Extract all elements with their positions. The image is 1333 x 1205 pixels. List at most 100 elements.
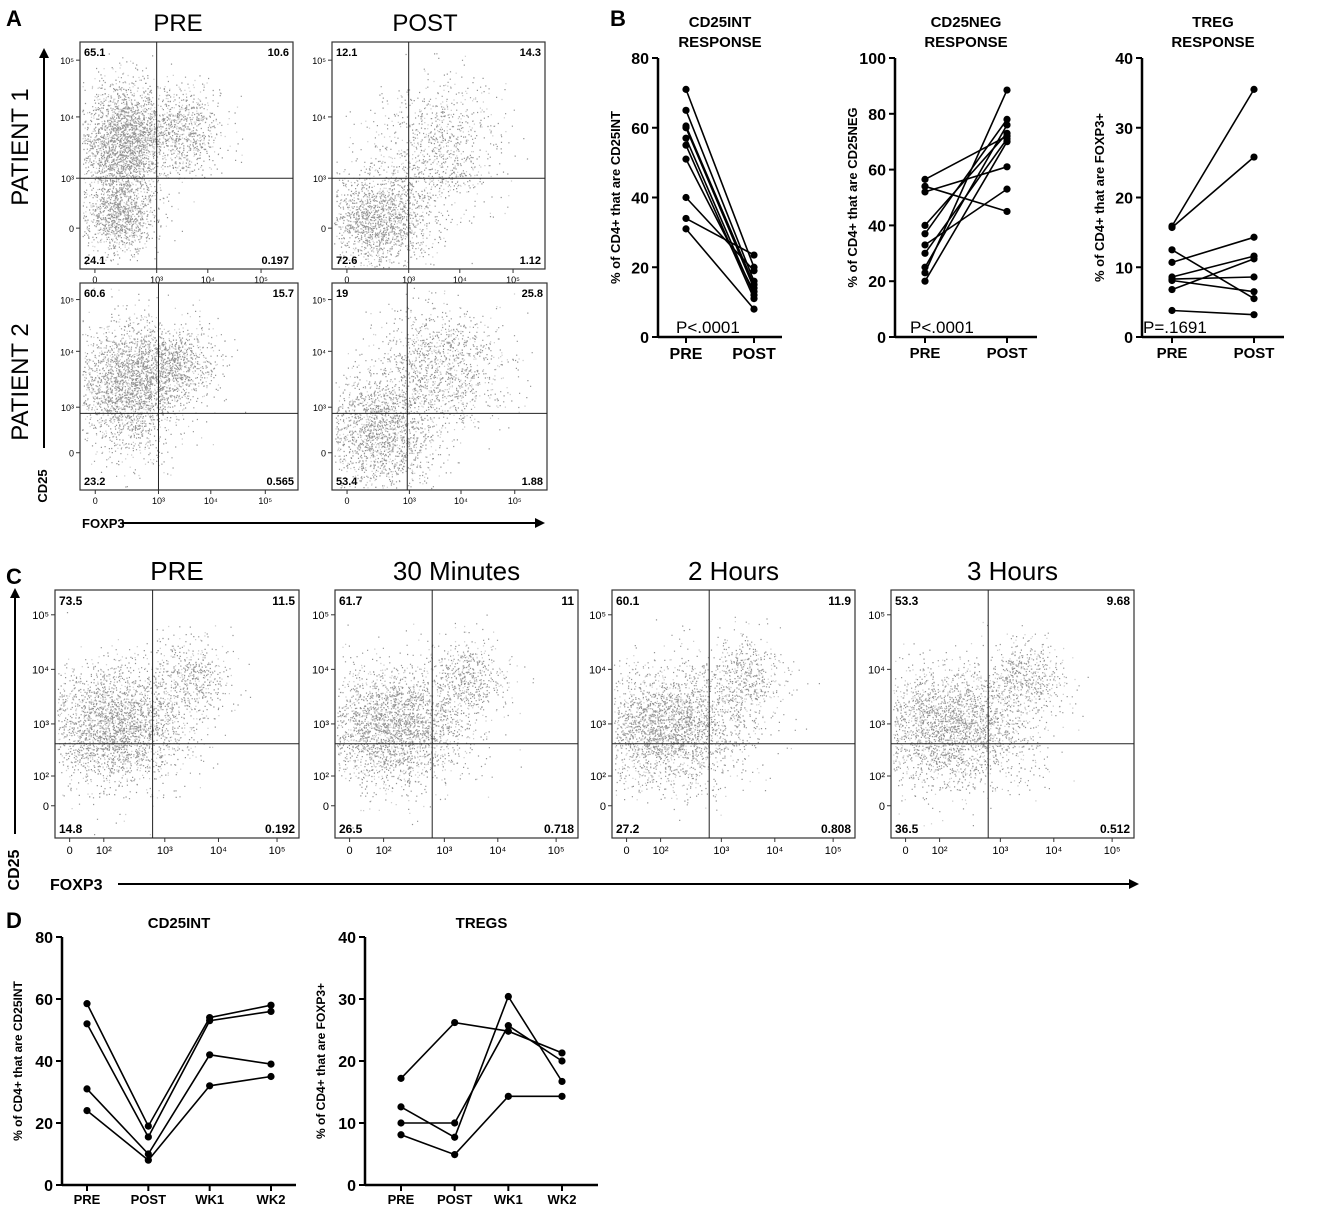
chart-4-category-label: POST	[437, 1192, 472, 1205]
chart-2-data-point	[1168, 285, 1176, 294]
a-plot-0-y-tick-label: 10⁴	[60, 113, 74, 123]
chart-1-p-value: P<.0001	[910, 318, 974, 337]
chart-4-category-label: WK1	[494, 1192, 523, 1205]
chart-4-data-point	[558, 1049, 566, 1057]
chart-2-data-point	[1168, 246, 1176, 254]
c-plot-3-y-tick-label: 10²	[869, 771, 885, 783]
chart-2-series-line	[1171, 255, 1255, 278]
chart-2-series-line	[1171, 88, 1255, 227]
chart-1-title-line: RESPONSE	[924, 34, 1007, 51]
c-plot-3-x-tick-label: 10³	[992, 845, 1008, 857]
a-plot-1-quadrant-ul: 12.1	[336, 47, 357, 59]
a-plot-0-y-tick-label: 10³	[61, 174, 74, 184]
c-plot-0-y-tick-label: 0	[43, 801, 49, 813]
a-plot-3-y-tick-label: 10³	[313, 403, 326, 413]
chart-3-title-line: CD25INT	[148, 915, 211, 932]
chart-0-title-line: CD25INT	[689, 14, 752, 31]
c-plot-2-x-tick-label: 0	[624, 845, 630, 857]
chart-4-data-point	[558, 1077, 566, 1086]
chart-3-data-point	[83, 1020, 91, 1028]
chart-2-series-line	[1171, 156, 1255, 229]
chart-2-data-point	[1250, 233, 1258, 241]
chart-4-y-tick-label: 20	[338, 1054, 356, 1071]
a-plot-2-x-tick-label: 10⁵	[258, 496, 272, 506]
c-plot-title: 3 Hours	[967, 556, 1058, 586]
chart-0-data-point	[750, 288, 758, 296]
chart-3-y-tick-label: 20	[35, 1116, 53, 1133]
c-plot-3-y-tick-label: 10⁵	[868, 610, 885, 622]
panel-label-c: C	[6, 564, 22, 589]
a-plot-0-x-tick-label: 0	[92, 275, 97, 285]
a-plot-2-y-tick-label: 10³	[61, 403, 74, 413]
a-plot-0-quadrant-lr: 0.197	[261, 255, 289, 267]
a-x-axis-label: FOXP3	[82, 516, 125, 531]
chart-0-y-tick-label: 0	[640, 330, 649, 347]
chart-4-data-point	[451, 1133, 459, 1141]
chart-2-data-point	[1168, 276, 1176, 285]
c-plot-3-quadrant-lr: 0.512	[1100, 822, 1130, 836]
c-plot-1-y-tick-label: 10²	[313, 771, 329, 783]
chart-3-data-point	[144, 1133, 152, 1141]
a-plot-0-y-tick-label: 10⁵	[60, 56, 74, 66]
chart-3-data-point	[144, 1156, 152, 1164]
a-plot-2-y-tick-label: 0	[69, 449, 74, 459]
c-plot-1-y-tick-label: 10⁵	[312, 610, 329, 622]
c-plot-2-x-tick-label: 10²	[653, 845, 669, 857]
chart-1-data-point	[921, 277, 929, 285]
chart-0-series-line	[685, 217, 755, 256]
chart-3-y-tick-label: 0	[44, 1178, 53, 1195]
chart-4-category-label: WK2	[548, 1192, 577, 1205]
chart-1-y-tick-label: 60	[868, 163, 886, 180]
a-plot-0-x-tick-label: 10³	[150, 275, 163, 285]
a-plot-3-quadrant-ll: 53.4	[336, 476, 358, 488]
chart-2-data-point	[1168, 223, 1176, 232]
chart-0-data-point	[750, 295, 758, 303]
c-plot-3-x-tick-label: 0	[903, 845, 909, 857]
chart-4-data-point	[397, 1131, 405, 1139]
chart-1-data-point	[1003, 163, 1011, 171]
c-plot-3-y-tick-label: 10⁴	[868, 664, 885, 676]
a-plot-1-y-tick-label: 10⁵	[312, 56, 326, 66]
chart-4-data-point	[451, 1151, 459, 1159]
chart-1-data-point	[921, 175, 929, 183]
chart-1-y-tick-label: 100	[859, 51, 886, 68]
a-plot-0-y-tick-label: 0	[69, 224, 74, 234]
chart-3-data-point	[83, 1107, 91, 1115]
panel-label-b: B	[610, 6, 626, 31]
c-plot-0-quadrant-ur: 11.5	[272, 594, 295, 608]
chart-2: TREG RESPONSE 0 10 20 30 40 PRE POST % of CD4+ th…	[1092, 14, 1284, 362]
chart-1-data-point	[1003, 121, 1011, 129]
chart-2-data-point	[1250, 153, 1258, 161]
a-plot-2-density-dots	[82, 287, 247, 488]
chart-2-title-line: TREG	[1192, 14, 1234, 31]
chart-4-series-line	[400, 1021, 563, 1079]
chart-3-data-point	[206, 1017, 214, 1025]
chart-1-data-point	[921, 249, 929, 257]
chart-0: CD25INT RESPONSE 0 20 40 60 80 PRE POST % of CD4+…	[608, 14, 782, 363]
chart-4-series-line	[400, 1095, 562, 1156]
chart-2-data-point	[1250, 311, 1258, 319]
chart-0-data-point	[750, 305, 758, 313]
chart-0-series-line	[685, 228, 755, 310]
a-plot-2-x-tick-label: 0	[93, 496, 98, 506]
a-plot-1-x-tick-label: 10⁵	[506, 275, 520, 285]
c-plot-2-y-tick-label: 10³	[590, 719, 606, 731]
c-plot-0-x-tick-label: 10⁵	[269, 845, 286, 857]
chart-0-data-point	[682, 134, 690, 142]
chart-0-title-line: RESPONSE	[678, 34, 761, 51]
a-plot-0-flow-plot: 65.1 10.6 24.1 0.197 10⁵ 10⁴ 10³ 0 0 10³ 10⁴ 10⁵	[60, 41, 294, 285]
c-plot-1-x-tick-label: 10⁵	[548, 845, 565, 857]
c-plot-1-x-tick-label: 10²	[376, 845, 392, 857]
chart-0-y-axis-label: % of CD4+ that are CD25INT	[608, 111, 623, 284]
chart-0-category-label: POST	[732, 346, 776, 363]
a-plot-3-quadrant-ur: 25.8	[522, 288, 543, 300]
c-plot-0-x-tick-label: 0	[67, 845, 73, 857]
chart-3-series-line	[86, 1053, 272, 1156]
chart-1-data-point	[921, 241, 929, 249]
c-plot-0-quadrant-ul: 73.5	[59, 594, 83, 608]
chart-3-data-point	[267, 1072, 275, 1081]
chart-4-y-tick-label: 30	[338, 992, 356, 1009]
chart-4-data-point	[397, 1074, 405, 1082]
